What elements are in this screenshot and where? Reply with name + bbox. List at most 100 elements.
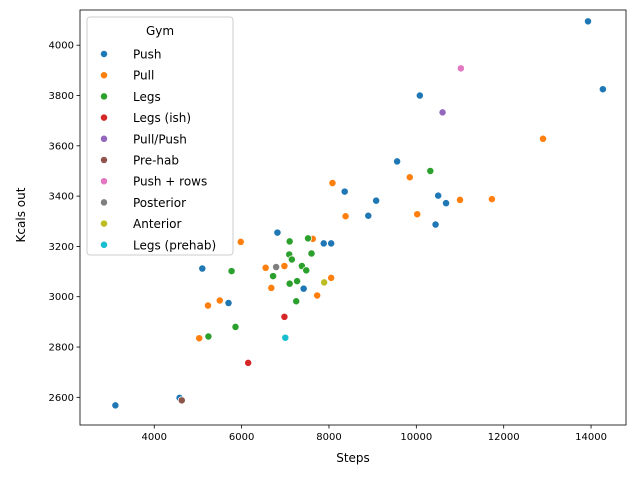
series-posterior: [272, 263, 281, 271]
data-point: [292, 297, 301, 306]
data-point: [236, 237, 245, 246]
legend-marker: [100, 71, 108, 80]
data-point: [231, 322, 240, 331]
legend-marker: [100, 50, 108, 58]
x-tick-label: 10000: [400, 432, 432, 443]
data-point: [426, 167, 435, 175]
legend-label: Pre-hab: [133, 154, 179, 168]
series-push: [111, 17, 607, 410]
data-points: [111, 17, 607, 410]
legend-box: [86, 16, 234, 256]
data-point: [304, 234, 312, 243]
data-point: [405, 173, 414, 182]
x-axis-label: Steps: [336, 451, 370, 465]
data-point: [442, 199, 450, 208]
data-point: [111, 401, 120, 410]
legend-label: Push: [133, 48, 162, 62]
data-point: [598, 85, 607, 94]
data-point: [456, 195, 464, 204]
data-point: [434, 191, 443, 200]
data-point: [299, 284, 308, 293]
x-tick-label: 6000: [229, 432, 254, 443]
data-point: [327, 273, 336, 282]
series-push-rows: [456, 64, 465, 73]
data-point: [177, 396, 186, 405]
data-point: [307, 249, 316, 258]
series-legs: [204, 167, 435, 341]
data-point: [287, 255, 296, 264]
data-point: [272, 263, 281, 271]
legend-marker: [100, 156, 108, 164]
data-point: [204, 301, 212, 310]
legend-label: Legs (ish): [133, 111, 191, 125]
legend-label: Pull/Push: [133, 132, 187, 146]
legend-label: Legs: [133, 90, 161, 104]
data-point: [584, 17, 592, 26]
data-point: [372, 196, 381, 205]
data-point: [456, 64, 465, 73]
x-tick-label: 4000: [142, 432, 167, 443]
legend-marker: [100, 177, 108, 186]
x-tick-label: 12000: [488, 432, 520, 443]
legend-marker: [100, 219, 108, 228]
data-point: [204, 332, 213, 341]
data-point: [267, 283, 276, 292]
data-point: [227, 267, 236, 276]
x-axis: 4000 6000 8000 10000 12000 14000: [142, 425, 607, 443]
series-legs-prehab: [281, 333, 290, 342]
data-point: [340, 187, 349, 196]
data-point: [280, 262, 289, 270]
legend-marker: [100, 113, 108, 122]
legend-marker: [100, 198, 108, 207]
legend-title: Gym: [146, 24, 174, 38]
data-point: [313, 291, 322, 300]
data-point: [319, 239, 328, 248]
legend: Gym Push Pull Legs Legs (ish) Pull/Push Pre-ha…: [86, 16, 234, 256]
x-tick-label: 14000: [575, 432, 607, 443]
data-point: [195, 334, 204, 343]
data-point: [280, 312, 289, 321]
y-tick-label: 3400: [49, 192, 74, 203]
y-tick-label: 4000: [49, 41, 74, 52]
legend-label: Posterior: [133, 196, 186, 210]
legend-marker: [100, 240, 108, 249]
data-point: [539, 134, 547, 143]
y-axis: 2600 2800 3000 3200 3400 3600 3800 4000: [49, 41, 80, 404]
y-tick-label: 3600: [49, 141, 74, 152]
data-point: [302, 266, 311, 275]
legend-marker: [100, 134, 108, 143]
data-point: [224, 299, 233, 307]
series-anterior: [320, 278, 329, 287]
data-point: [215, 296, 224, 305]
legend-label: Pull: [133, 69, 154, 83]
y-tick-label: 3200: [49, 242, 74, 253]
data-point: [273, 228, 282, 237]
data-point: [244, 358, 253, 367]
series-pre-hab: [177, 396, 186, 405]
data-point: [198, 264, 207, 273]
series-pull: [195, 134, 547, 343]
data-point: [285, 237, 294, 246]
data-point: [320, 278, 329, 287]
legend-label: Legs (prehab): [133, 238, 216, 252]
legend-label: Anterior: [133, 217, 182, 231]
data-point: [327, 239, 336, 248]
data-point: [487, 195, 496, 204]
y-tick-label: 2600: [49, 393, 74, 404]
data-point: [415, 91, 424, 100]
data-point: [293, 277, 302, 286]
data-point: [431, 220, 440, 229]
y-axis-label: Kcals out: [14, 187, 28, 242]
data-point: [281, 333, 290, 342]
data-point: [285, 279, 294, 288]
x-tick-label: 8000: [316, 432, 341, 443]
data-point: [413, 210, 422, 219]
series-legs-ish: [244, 312, 289, 367]
legend-label: Push + rows: [133, 175, 207, 189]
data-point: [393, 157, 402, 166]
data-point: [328, 179, 337, 187]
data-point: [261, 263, 270, 272]
y-tick-label: 3000: [49, 292, 74, 303]
data-point: [269, 272, 278, 281]
data-point: [438, 108, 447, 117]
